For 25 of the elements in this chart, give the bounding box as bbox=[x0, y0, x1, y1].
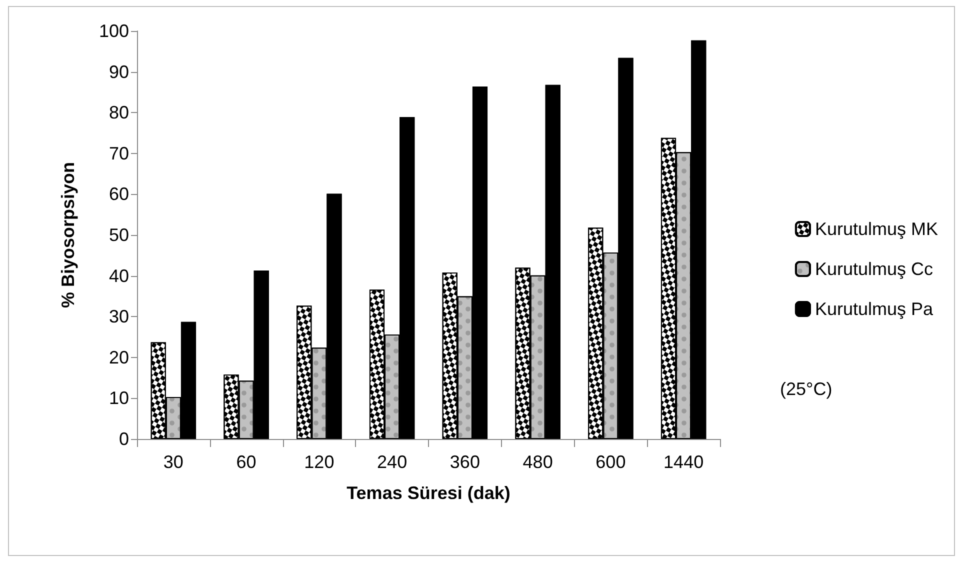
y-axis-title: % Biyosorpsiyon bbox=[58, 162, 78, 308]
text: (25°C) bbox=[780, 379, 832, 399]
x-tick-label: 600 bbox=[596, 452, 626, 472]
x-tick-label: 60 bbox=[236, 452, 256, 472]
x-tick-label: 240 bbox=[377, 452, 408, 472]
legend-label: Kurutulmuş Pa bbox=[814, 299, 934, 319]
y-tick-label: 100 bbox=[98, 21, 129, 41]
y-tick-label: 30 bbox=[108, 306, 129, 327]
y-tick-label: 90 bbox=[108, 62, 129, 82]
y-tick-label: 60 bbox=[108, 184, 129, 204]
legend-label: Kurutulmuş MK bbox=[814, 219, 938, 239]
x-tick-label: 120 bbox=[304, 452, 334, 472]
x-axis-title: Temas Süresi (dak) bbox=[346, 483, 510, 503]
y-tick-label: 70 bbox=[108, 143, 129, 164]
x-tick-label: 360 bbox=[450, 452, 480, 472]
y-tick-label: 80 bbox=[108, 102, 129, 123]
x-tick-label: 30 bbox=[163, 452, 184, 472]
y-tick-label: 20 bbox=[108, 347, 129, 368]
y-tick-label: 10 bbox=[108, 388, 129, 408]
x-tick-label: 480 bbox=[522, 452, 553, 472]
y-tick-label: 50 bbox=[108, 225, 129, 245]
y-tick-label: 40 bbox=[108, 266, 129, 286]
x-tick-label: 1440 bbox=[664, 452, 704, 472]
y-tick-label: 0 bbox=[118, 429, 129, 449]
legend-label: Kurutulmuş Cc bbox=[814, 259, 934, 279]
